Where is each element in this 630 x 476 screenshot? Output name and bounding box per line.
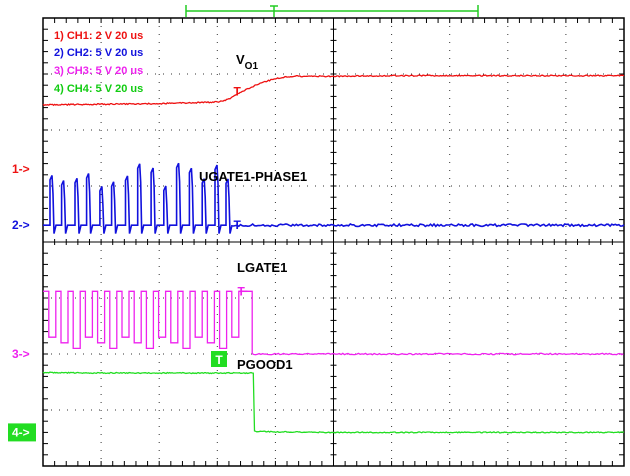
channel-marker-3: 3-> [12,347,30,361]
trace-ch1 [42,74,625,107]
legend: 1) CH1: 2 V 20 us 2) CH2: 5 V 20 us 3) C… [54,30,143,95]
channel-markers: 1-> 2-> 3-> 4-> [8,162,36,442]
trace-ch4 [42,371,625,434]
annotation-vo1: VO1 [236,52,258,72]
trigger-marker: T [211,351,227,367]
legend-ch2: 2) CH2: 5 V 20 us [54,47,143,59]
trigger-position-bar [185,5,479,17]
trace-ch3 [43,290,624,356]
trigger-marker-label: T [215,353,223,367]
legend-ch4: 4) CH4: 5 V 20 us [54,83,143,95]
annotation-pgood1: PGOOD1 [237,357,293,372]
annotation-ugate1-phase1: UGATE1-PHASE1 [199,169,307,184]
legend-ch1: 1) CH1: 2 V 20 us [54,30,143,42]
trace-ch2 [43,162,625,234]
ch1-trigger-tick: T [233,84,241,98]
ch3-trigger-tick: T [237,284,245,298]
traces: T T T [42,74,625,434]
channel-marker-1: 1-> [12,162,30,176]
legend-ch3: 3) CH3: 5 V 20 us [54,65,143,77]
ch2-trigger-tick: T [233,218,241,232]
channel-marker-4: 4-> [12,425,30,439]
annotation-lgate1: LGATE1 [237,260,287,275]
channel-marker-box [8,423,36,442]
channel-marker-2: 2-> [12,218,30,232]
